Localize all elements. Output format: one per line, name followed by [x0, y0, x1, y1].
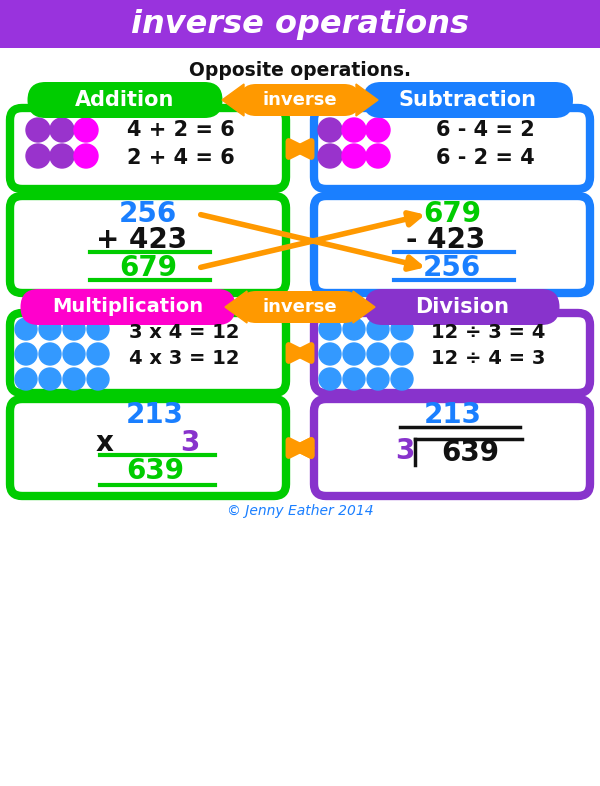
Circle shape	[318, 144, 342, 168]
Circle shape	[343, 343, 365, 365]
Text: 12 ÷ 3 = 4: 12 ÷ 3 = 4	[431, 324, 545, 343]
Circle shape	[50, 118, 74, 142]
Text: 3 x 4 = 12: 3 x 4 = 12	[128, 324, 239, 343]
FancyBboxPatch shape	[10, 196, 286, 293]
Circle shape	[342, 144, 366, 168]
Circle shape	[39, 343, 61, 365]
Circle shape	[63, 368, 85, 390]
Text: 213: 213	[424, 401, 482, 429]
Circle shape	[391, 318, 413, 340]
Circle shape	[63, 318, 85, 340]
FancyBboxPatch shape	[314, 108, 590, 189]
Circle shape	[15, 368, 37, 390]
Bar	[0, 0, 600, 48]
Text: inverse operations: inverse operations	[131, 9, 469, 39]
FancyBboxPatch shape	[314, 399, 590, 496]
Text: 4 x 3 = 12: 4 x 3 = 12	[128, 350, 239, 369]
Text: 3: 3	[395, 437, 415, 465]
Circle shape	[366, 118, 390, 142]
Circle shape	[319, 343, 341, 365]
Text: 4 + 2 = 6: 4 + 2 = 6	[127, 120, 235, 140]
Text: 639: 639	[441, 439, 499, 467]
Text: 3: 3	[181, 429, 200, 457]
Text: inverse: inverse	[263, 91, 337, 109]
Circle shape	[318, 118, 342, 142]
Circle shape	[367, 343, 389, 365]
Circle shape	[63, 343, 85, 365]
FancyArrow shape	[345, 291, 375, 323]
Text: Opposite operations.: Opposite operations.	[189, 61, 411, 79]
FancyArrow shape	[222, 84, 252, 116]
Circle shape	[366, 144, 390, 168]
Text: 639: 639	[126, 457, 184, 485]
FancyBboxPatch shape	[365, 289, 560, 325]
Circle shape	[39, 368, 61, 390]
Text: © Jenny Eather 2014: © Jenny Eather 2014	[227, 504, 373, 518]
Circle shape	[343, 368, 365, 390]
Text: 213: 213	[126, 401, 184, 429]
Circle shape	[74, 118, 98, 142]
Circle shape	[391, 343, 413, 365]
FancyArrow shape	[348, 84, 378, 116]
Text: Division: Division	[415, 297, 509, 317]
FancyBboxPatch shape	[314, 196, 590, 293]
Circle shape	[87, 318, 109, 340]
Text: 679: 679	[119, 254, 177, 282]
FancyBboxPatch shape	[20, 289, 235, 325]
Text: Multiplication: Multiplication	[52, 297, 203, 317]
Circle shape	[26, 144, 50, 168]
Circle shape	[319, 368, 341, 390]
Circle shape	[367, 318, 389, 340]
Text: 256: 256	[119, 200, 177, 228]
Circle shape	[26, 118, 50, 142]
Text: 6 - 4 = 2: 6 - 4 = 2	[436, 120, 535, 140]
Circle shape	[87, 343, 109, 365]
Text: + 423: + 423	[97, 226, 188, 254]
Text: 256: 256	[423, 254, 481, 282]
FancyBboxPatch shape	[10, 313, 286, 393]
Circle shape	[342, 118, 366, 142]
FancyBboxPatch shape	[363, 82, 573, 118]
FancyBboxPatch shape	[240, 291, 360, 323]
Text: 6 - 2 = 4: 6 - 2 = 4	[436, 148, 535, 168]
Circle shape	[319, 318, 341, 340]
Circle shape	[50, 144, 74, 168]
FancyBboxPatch shape	[28, 82, 223, 118]
Text: 12 ÷ 4 = 3: 12 ÷ 4 = 3	[431, 350, 545, 369]
Circle shape	[367, 368, 389, 390]
FancyBboxPatch shape	[240, 84, 360, 116]
Circle shape	[15, 343, 37, 365]
Text: Addition: Addition	[76, 90, 175, 110]
Circle shape	[391, 368, 413, 390]
Text: 2 + 4 = 6: 2 + 4 = 6	[127, 148, 235, 168]
FancyBboxPatch shape	[314, 313, 590, 393]
Circle shape	[74, 144, 98, 168]
Circle shape	[87, 368, 109, 390]
FancyArrow shape	[225, 291, 255, 323]
Circle shape	[343, 318, 365, 340]
FancyBboxPatch shape	[10, 399, 286, 496]
FancyBboxPatch shape	[10, 108, 286, 189]
Text: - 423: - 423	[406, 226, 485, 254]
Text: Subtraction: Subtraction	[399, 90, 537, 110]
Circle shape	[39, 318, 61, 340]
Text: inverse: inverse	[263, 298, 337, 316]
Circle shape	[15, 318, 37, 340]
Text: 679: 679	[423, 200, 481, 228]
Text: x: x	[96, 429, 114, 457]
